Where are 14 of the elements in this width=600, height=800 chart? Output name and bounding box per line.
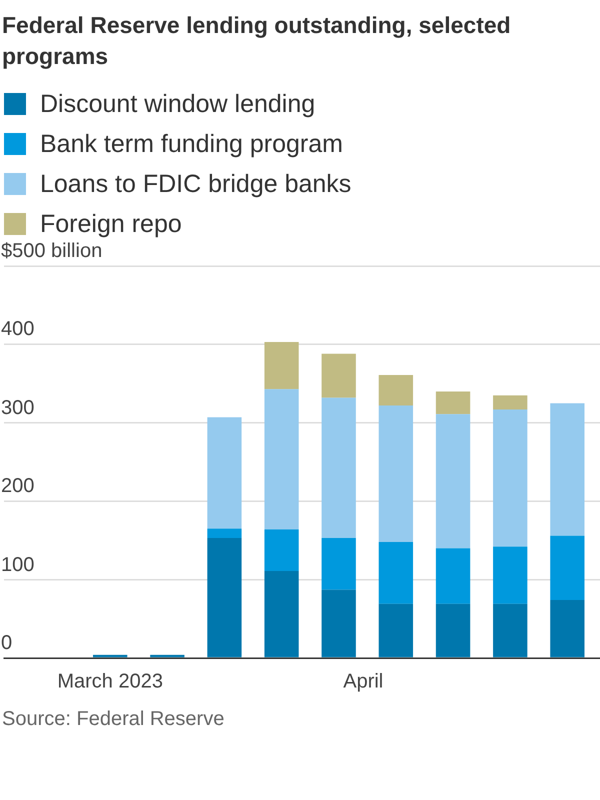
legend-label: Bank term funding program — [40, 130, 343, 158]
legend-label: Loans to FDIC bridge banks — [40, 170, 352, 198]
y-tick-label: $500 billion — [1, 240, 102, 262]
y-tick-label: 300 — [1, 396, 34, 419]
x-tick-label: April — [343, 670, 384, 693]
y-tick-label: 100 — [1, 554, 34, 576]
y-tick-label: 400 — [1, 318, 34, 340]
legend-label: Foreign repo — [40, 210, 182, 238]
source-note: Source: Federal Reserve — [1, 707, 226, 731]
x-tick-label: March 2023 — [57, 670, 163, 693]
y-tick-label: 200 — [1, 475, 34, 498]
chart-title: Federal Reserve lending outstanding, selected programs — [1, 11, 512, 71]
legend-label: Discount window lending — [40, 90, 316, 118]
y-tick-label: 0 — [1, 632, 12, 654]
